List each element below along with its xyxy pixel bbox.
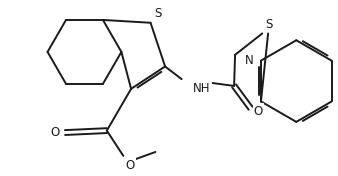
- Text: NH: NH: [193, 82, 211, 95]
- Text: O: O: [254, 105, 263, 118]
- Text: O: O: [125, 159, 135, 172]
- Text: S: S: [154, 7, 162, 20]
- Text: S: S: [265, 18, 272, 31]
- Text: N: N: [244, 54, 253, 67]
- Text: O: O: [51, 126, 60, 139]
